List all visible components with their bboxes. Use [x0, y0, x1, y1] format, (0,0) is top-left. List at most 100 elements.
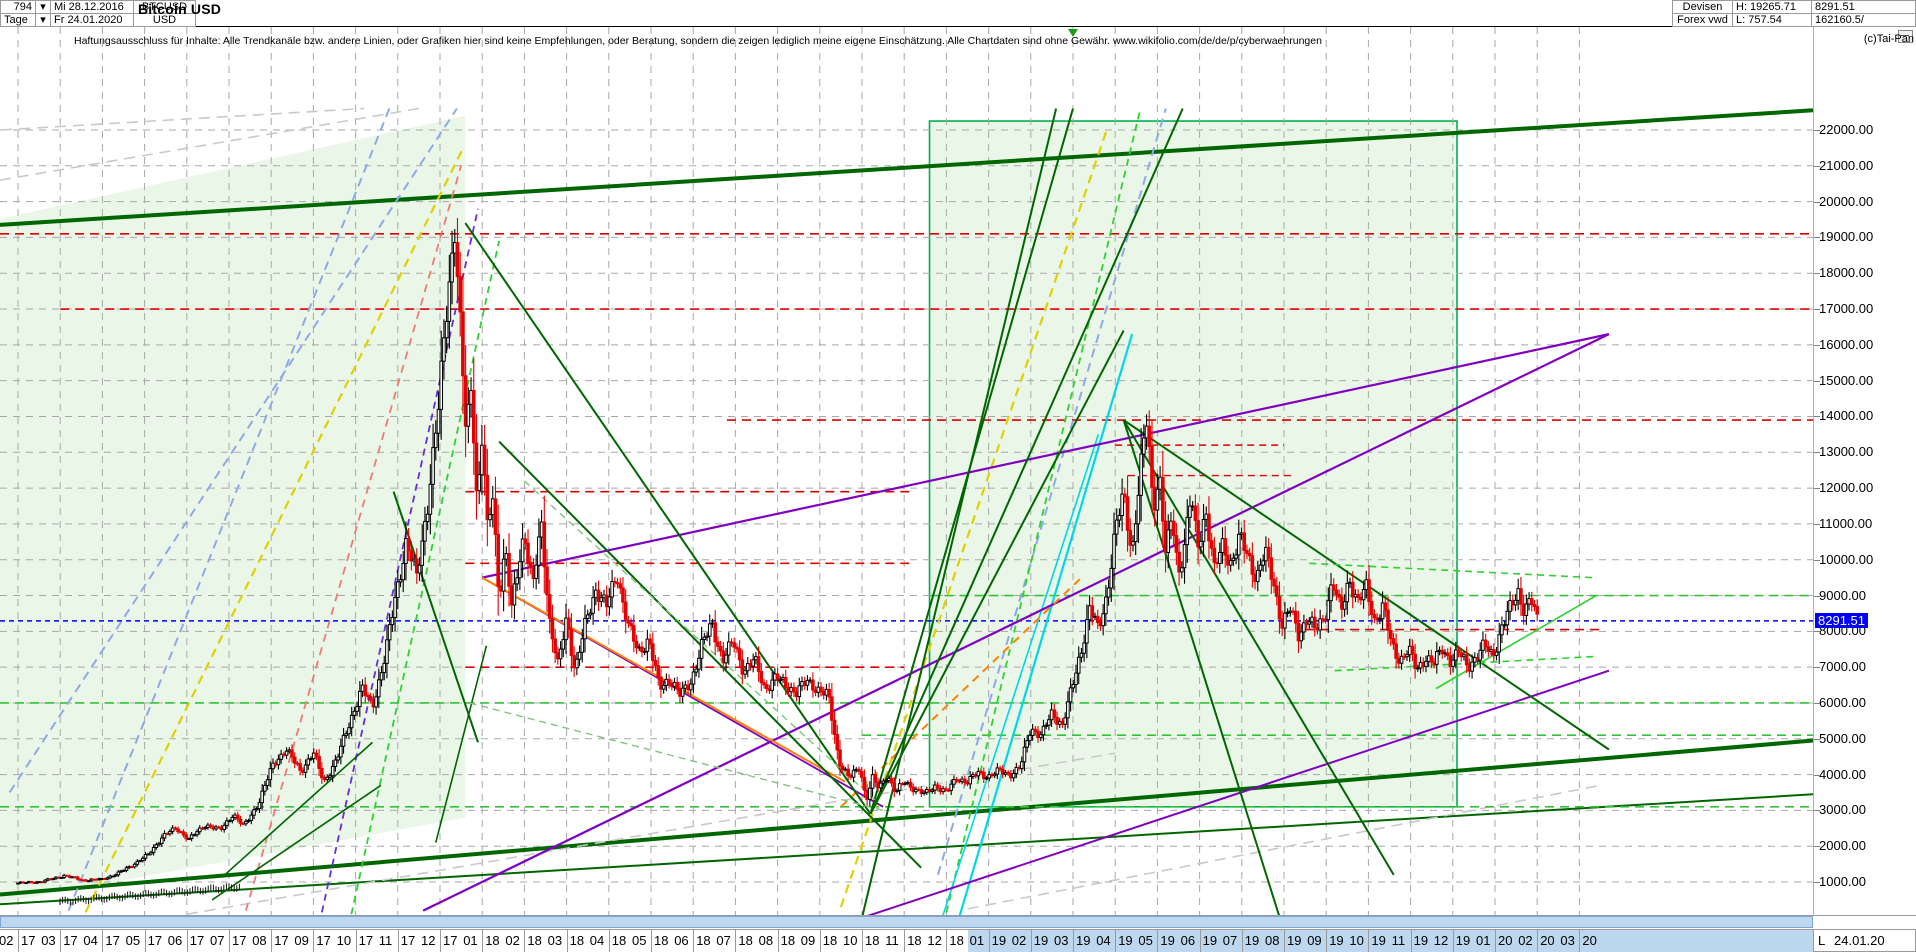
- date-axis-year-label: 17: [443, 933, 458, 948]
- price-axis[interactable]: 22000.00 21000.00 20000.00 19000.00 18000.00…: [1813, 27, 1916, 915]
- date-axis-year-label: 17: [147, 933, 163, 948]
- date-axis-year-label: 18: [780, 933, 796, 948]
- date-axis-year-label: 18: [865, 933, 880, 948]
- date-axis-month-label: 12: [1433, 933, 1449, 948]
- price-axis-tick: [1814, 738, 1820, 740]
- date-axis-separator: [1157, 930, 1159, 952]
- date-from-field[interactable]: Mi 28.12.2016: [50, 0, 134, 14]
- chart-plot-area[interactable]: [0, 27, 1813, 915]
- date-axis-separator: [735, 930, 737, 952]
- price-axis-tick: [1814, 237, 1820, 239]
- date-axis-separator: [777, 930, 779, 952]
- volume-field: 162160.5/: [1811, 13, 1916, 27]
- date-axis-year-label: 19: [1244, 933, 1260, 948]
- price-axis-tick: [1814, 380, 1820, 382]
- date-axis-separator: [482, 930, 484, 952]
- price-axis-label: 16000.00: [1819, 336, 1874, 352]
- date-axis-year-label: 17: [21, 933, 36, 948]
- date-axis-year-label: 18: [527, 933, 542, 948]
- date-axis-year-label: 19: [991, 933, 1007, 948]
- date-axis-separator: [566, 930, 568, 952]
- price-axis-label: 1000.00: [1819, 874, 1866, 889]
- currency-field[interactable]: USD: [133, 13, 196, 27]
- price-axis-label: 14000.00: [1819, 408, 1874, 424]
- price-axis-tick: [1814, 559, 1820, 561]
- last-date-key: L: [1818, 933, 1826, 948]
- date-axis-month-label: 08: [1265, 933, 1280, 948]
- date-axis-month-label: 03: [41, 933, 56, 948]
- price-axis-label: 9000.00: [1819, 587, 1866, 603]
- top-info-bar: 794 ▾ Mi 28.12.2016 BTCUSD Tage ▾ Fr 24.…: [0, 0, 1916, 27]
- price-axis-tick: [1814, 488, 1820, 490]
- price-axis-label: 19000.00: [1819, 229, 1874, 245]
- date-axis-separator: [1368, 930, 1370, 952]
- date-axis-year-label: 19: [1455, 933, 1471, 948]
- bars-count-field[interactable]: 794: [0, 0, 36, 14]
- price-axis-label: 17000.00: [1819, 301, 1874, 317]
- price-axis-label: 18000.00: [1819, 265, 1874, 281]
- date-axis-separator: [524, 930, 526, 952]
- date-axis-year-label: 17: [274, 933, 289, 948]
- date-range-selection[interactable]: [967, 930, 1813, 952]
- date-axis-separator: [819, 930, 821, 952]
- date-axis-separator: [904, 930, 906, 952]
- date-axis-month-label: 01: [463, 933, 478, 948]
- price-axis-label: 15000.00: [1819, 372, 1874, 388]
- price-axis-tick: [1814, 595, 1820, 597]
- price-axis-label: 2000.00: [1819, 838, 1866, 854]
- date-axis-band[interactable]: 02 17 03 17 04 17 05 17 06 17 07 17 08 17 09 17 10 17 11 17…: [0, 929, 1813, 952]
- price-axis-label: 22000.00: [1819, 122, 1874, 137]
- date-axis-separator: [1452, 930, 1454, 952]
- date-axis-separator: [1115, 930, 1117, 952]
- date-axis-year-label: 17: [63, 933, 78, 948]
- price-axis-tick: [1814, 667, 1820, 669]
- date-axis-month-label: 12: [421, 933, 436, 948]
- date-axis-month-label: 07: [1222, 933, 1238, 948]
- period-low-field: L: 757.54: [1732, 13, 1812, 27]
- date-axis-year-label: 18: [569, 933, 585, 948]
- date-axis-separator: [608, 930, 610, 952]
- date-axis-year-label: 19: [1287, 933, 1302, 948]
- date-axis-year-label: 19: [1371, 933, 1386, 948]
- date-axis-separator: [440, 930, 441, 952]
- date-axis-separator: [693, 930, 695, 952]
- current-price-badge: 8291.51: [1815, 612, 1868, 628]
- date-axis-separator: [1326, 930, 1328, 952]
- date-axis-separator: [229, 930, 230, 952]
- horizontal-scrollbar[interactable]: [0, 916, 1813, 928]
- date-axis-year-label: 20: [1498, 933, 1513, 948]
- date-axis-month-label: 10: [336, 933, 352, 948]
- date-axis-separator: [397, 930, 399, 952]
- date-axis-month-label: 02: [1011, 933, 1027, 948]
- price-axis-tick: [1814, 523, 1820, 525]
- date-axis-year-label: 18: [654, 933, 669, 948]
- date-axis[interactable]: 02 17 03 17 04 17 05 17 06 17 07 17 08 17 09 17 10 17 11 17…: [0, 915, 1916, 952]
- price-axis-tick: [1814, 344, 1820, 346]
- data-source-field: Forex vwd: [1672, 13, 1733, 27]
- bars-count-dropdown-icon[interactable]: ▾: [35, 0, 51, 14]
- date-to-field[interactable]: Fr 24.01.2020: [50, 13, 134, 27]
- interval-dropdown-icon[interactable]: ▾: [35, 13, 51, 27]
- date-axis-year-label: 17: [232, 933, 247, 948]
- chart-canvas: [0, 27, 1813, 915]
- price-axis-tick: [1814, 201, 1820, 203]
- date-axis-year-label: 19: [1202, 933, 1218, 948]
- price-axis-label: 5000.00: [1819, 730, 1866, 746]
- date-axis-separator: [946, 930, 948, 952]
- date-axis-separator: [1537, 930, 1539, 952]
- date-axis-month-label: 06: [674, 933, 689, 948]
- date-axis-year-label: 19: [1413, 933, 1429, 948]
- date-axis-month-label: 04: [589, 933, 605, 948]
- date-axis-separator: [1073, 930, 1074, 952]
- price-axis-tick: [1814, 882, 1820, 883]
- interval-field[interactable]: Tage: [0, 13, 36, 27]
- price-axis-label: 4000.00: [1819, 766, 1866, 782]
- date-axis-year-label: 18: [611, 933, 627, 948]
- date-axis-month-label: 04: [1096, 933, 1111, 948]
- price-axis-tick: [1814, 774, 1820, 776]
- date-axis-year-label: 19: [1076, 933, 1091, 948]
- price-axis-tick: [1814, 810, 1820, 812]
- price-axis-tick: [1814, 846, 1820, 848]
- date-axis-month-label: 04: [83, 933, 98, 948]
- axis-collapse-icon[interactable]: [1898, 30, 1913, 43]
